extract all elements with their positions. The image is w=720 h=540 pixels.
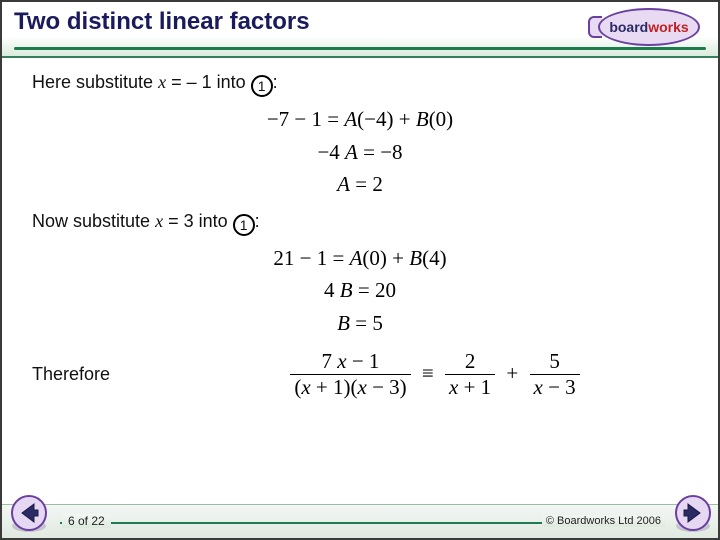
equation-block-1: −7 − 1 = A(−4) + B(0) −4 A = −8 A = 2 <box>32 103 688 201</box>
eq-row: A = 2 <box>32 168 688 201</box>
logo-text-works: works <box>648 19 688 35</box>
prev-button[interactable] <box>8 494 50 536</box>
boardworks-logo: boardworks <box>588 6 708 50</box>
var-x: x <box>155 211 163 231</box>
text: : <box>255 211 260 231</box>
slide-footer: 6 of 22 © Boardworks Ltd 2006 <box>0 504 720 540</box>
fraction-right: 5 x − 3 <box>530 349 580 400</box>
text: : <box>273 72 278 92</box>
eq-row: 4 B = 20 <box>32 274 688 307</box>
circled-1: 1 <box>233 214 255 236</box>
instruction-line-2: Now substitute x = 3 into 1: <box>32 211 688 236</box>
eq-row: 21 − 1 = A(0) + B(4) <box>32 242 688 275</box>
fraction-left: 7 x − 1 (x + 1)(x − 3) <box>290 349 410 400</box>
eq-row: B = 5 <box>32 307 688 340</box>
final-equation: 7 x − 1 (x + 1)(x − 3) ≡ 2 x + 1 + 5 x −… <box>182 349 688 400</box>
slide-content: Here substitute x = – 1 into 1: −7 − 1 =… <box>0 58 720 504</box>
text: = 3 into <box>163 211 233 231</box>
footer-line <box>60 522 550 524</box>
logo-oval: boardworks <box>598 8 700 46</box>
eq-row: −7 − 1 = A(−4) + B(0) <box>32 103 688 136</box>
plus: + <box>500 361 524 385</box>
circled-1: 1 <box>251 75 273 97</box>
final-row: Therefore 7 x − 1 (x + 1)(x − 3) ≡ 2 x +… <box>32 349 688 400</box>
text: Here substitute <box>32 72 158 92</box>
next-button[interactable] <box>672 494 714 536</box>
identical-to: ≡ <box>416 361 440 385</box>
equation-block-2: 21 − 1 = A(0) + B(4) 4 B = 20 B = 5 <box>32 242 688 340</box>
copyright: © Boardworks Ltd 2006 <box>542 515 665 527</box>
fraction-mid: 2 x + 1 <box>445 349 495 400</box>
var-x: x <box>158 72 166 92</box>
text: = – 1 into <box>166 72 251 92</box>
instruction-line-1: Here substitute x = – 1 into 1: <box>32 72 688 97</box>
eq-row: −4 A = −8 <box>32 136 688 169</box>
therefore-label: Therefore <box>32 364 182 385</box>
page-number: 6 of 22 <box>62 514 111 528</box>
text: Now substitute <box>32 211 155 231</box>
slide-header: Two distinct linear factors boardworks <box>0 0 720 58</box>
logo-text-board: board <box>609 19 648 35</box>
